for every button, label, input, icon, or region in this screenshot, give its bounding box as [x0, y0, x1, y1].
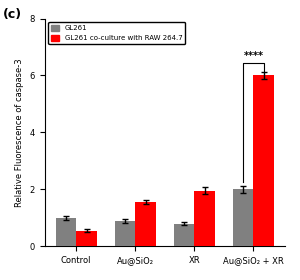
Text: ****: ****	[243, 51, 263, 61]
Bar	[115, 221, 135, 246]
Legend: GL261, GL261 co-culture with RAW 264.7: GL261, GL261 co-culture with RAW 264.7	[48, 22, 185, 44]
Bar	[135, 202, 156, 246]
Text: (c): (c)	[3, 8, 22, 21]
Bar	[233, 189, 254, 246]
Y-axis label: Relative Fluorescence of caspase-3: Relative Fluorescence of caspase-3	[15, 58, 24, 207]
Bar	[254, 75, 274, 246]
Bar	[56, 218, 76, 246]
Bar	[174, 223, 194, 246]
Bar	[194, 191, 215, 246]
Bar	[76, 231, 97, 246]
